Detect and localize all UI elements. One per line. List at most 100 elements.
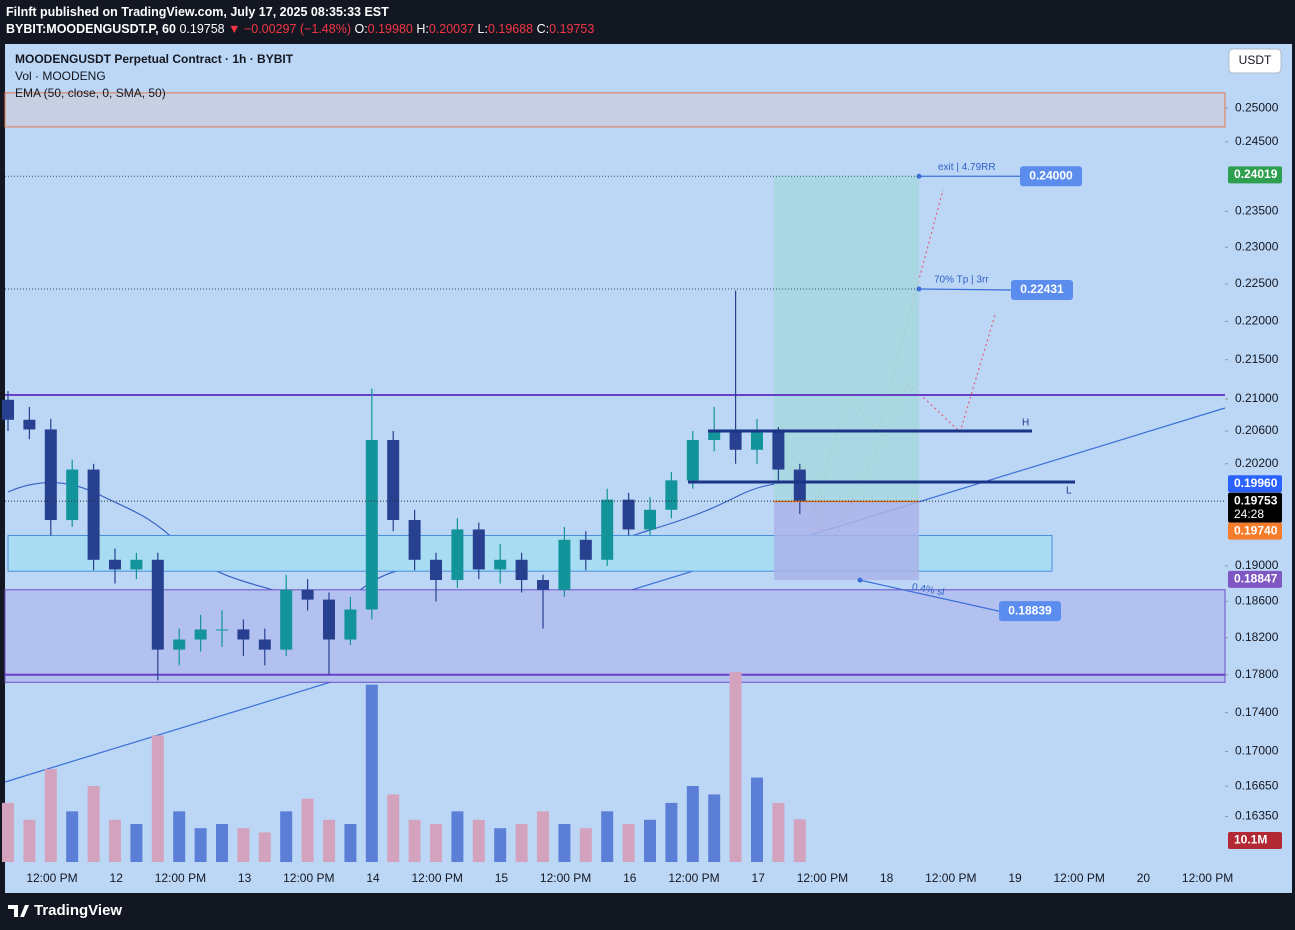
price-badge	[1011, 280, 1073, 301]
supply-zone	[4, 92, 1226, 128]
y-tick-label: 0.16350	[1235, 809, 1279, 823]
volume-bar	[772, 802, 785, 862]
legend-ema: EMA (50, close, 0, SMA, 50)	[15, 86, 166, 100]
candle-body	[87, 469, 100, 560]
ohlc-key: L:	[477, 22, 488, 36]
volume-bar	[665, 802, 678, 862]
axis-badge-countdown: 24:28	[1234, 507, 1264, 521]
change: ▼ −0.00297 (−1.48%)	[228, 22, 351, 36]
chart-background	[5, 44, 1292, 893]
price-badge-label: 0.24000	[1029, 168, 1073, 182]
x-tick-label: 12:00 PM	[925, 871, 976, 885]
x-tick-label: 16	[623, 871, 637, 885]
candle-body	[2, 399, 14, 420]
candle-body	[708, 429, 721, 440]
candle-body	[793, 469, 806, 502]
low-label: L	[1066, 486, 1072, 497]
candle-body	[44, 429, 57, 521]
volume-bar	[451, 811, 464, 862]
volume-bar	[194, 828, 207, 862]
footer-brand: TradingView	[34, 902, 122, 919]
y-tick-label: 0.17400	[1235, 705, 1279, 719]
annotation-arrow	[918, 288, 1012, 291]
volume-bar	[686, 786, 699, 862]
currency-label: USDT	[1239, 53, 1272, 67]
volume-badge	[1228, 832, 1282, 849]
price-badge-label: 0.22431	[1020, 282, 1064, 296]
y-tick-label: 0.24500	[1235, 134, 1279, 148]
candle-body	[109, 559, 121, 570]
volume-bar	[109, 819, 121, 862]
annotation-dot	[916, 173, 922, 179]
ohlc-key: C:	[536, 22, 550, 36]
candle-body	[387, 439, 400, 521]
ema-line	[7, 481, 801, 602]
candle-body	[258, 639, 271, 650]
x-tick-label: 20	[1137, 871, 1151, 885]
x-tick-label: 15	[495, 871, 509, 885]
volume-bar	[130, 824, 143, 862]
x-tick-label: 19	[1008, 871, 1022, 885]
y-tick-label: 0.20600	[1235, 423, 1279, 437]
volume-bar	[173, 811, 186, 862]
publisher: Filnft published on TradingView.com, Jul…	[6, 5, 389, 19]
volume-bar	[301, 798, 314, 862]
candle-body	[430, 559, 442, 581]
price: 0.19758	[179, 22, 225, 36]
x-tick-label: 12:00 PM	[1182, 871, 1233, 885]
projection-path	[811, 314, 996, 550]
volume-bar	[708, 794, 721, 862]
annotation-note: 70% Tp | 3rr	[934, 275, 989, 286]
legend-title: MOODENGUSDT Perpetual Contract · 1h · BY…	[15, 52, 294, 66]
axis-badge	[1228, 492, 1282, 523]
candle-body	[601, 499, 614, 560]
volume-bar	[44, 769, 57, 862]
candle-body	[515, 559, 528, 581]
volume-bar	[430, 824, 442, 862]
candle-body	[579, 539, 592, 560]
currency-button[interactable]	[1228, 48, 1282, 74]
x-tick-label: 13	[238, 871, 252, 885]
volume-bar	[151, 735, 164, 862]
axis-badge-label: 0.24019	[1234, 167, 1278, 181]
x-tick-label: 12:00 PM	[412, 871, 463, 885]
candle-body	[216, 629, 228, 631]
candle-body	[622, 499, 635, 530]
candle-body	[665, 480, 678, 510]
header: Filnft published on TradingView.com, Jul…	[6, 4, 594, 38]
price-badge	[999, 601, 1061, 622]
axis-badge	[1228, 475, 1282, 493]
annotation-arrow	[859, 579, 1000, 612]
candle-body	[408, 520, 421, 560]
price-badge-label: 0.18839	[1008, 603, 1052, 617]
volume-bar	[408, 819, 421, 862]
x-tick-label: 12:00 PM	[668, 871, 719, 885]
volume-badge-label: 10.1M	[1234, 833, 1267, 847]
axis-badge-label: 0.19740	[1234, 523, 1278, 537]
volume-bar	[537, 811, 549, 862]
candle-body	[66, 469, 79, 521]
volume-bar	[751, 777, 763, 862]
axis-badge-label: 0.19960	[1234, 476, 1278, 490]
volume-bar	[365, 684, 378, 862]
volume-bar	[793, 819, 806, 862]
candle-body	[173, 639, 186, 650]
high-label: H	[1022, 418, 1029, 429]
price-badge	[1020, 166, 1082, 187]
candle-body	[301, 589, 314, 600]
y-tick-label: 0.23500	[1235, 204, 1279, 218]
x-tick-label: 12:00 PM	[540, 871, 591, 885]
candle-body	[23, 419, 36, 430]
y-tick-label: 0.22000	[1235, 314, 1279, 328]
x-tick-label: 12:00 PM	[283, 871, 334, 885]
candle-body	[280, 589, 293, 650]
volume-bar	[472, 819, 485, 862]
candle-body	[537, 580, 549, 590]
axis-badge-label: 0.18847	[1234, 572, 1278, 586]
volume-bar	[344, 824, 357, 862]
candle-body	[729, 429, 742, 450]
candle-body	[772, 429, 785, 470]
quote-line: BYBIT:MOODENGUSDT.P, 60 0.19758 ▼ −0.002…	[6, 21, 594, 38]
